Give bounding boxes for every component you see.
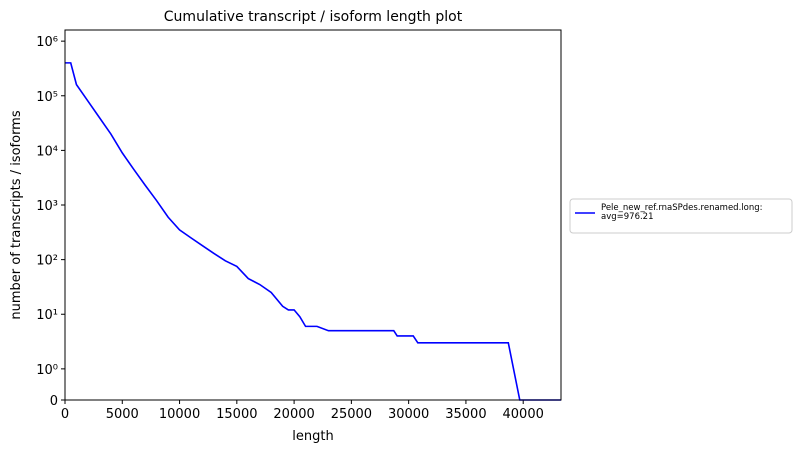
y-tick-label: 10² [36, 254, 58, 269]
x-axis-label: length [292, 429, 333, 444]
x-tick-label: 20000 [273, 407, 314, 422]
y-tick-label: 10⁶ [36, 35, 58, 50]
x-tick-label: 5000 [106, 407, 139, 422]
x-tick-label: 40000 [503, 407, 544, 422]
x-tick-label: 10000 [159, 407, 200, 422]
legend-label: Pele_new_ref.rnaSPdes.renamed.long: avg=… [601, 203, 763, 222]
x-tick-label: 30000 [388, 407, 429, 422]
data-line [65, 62, 561, 401]
y-tick-label: 10⁴ [36, 144, 58, 159]
y-tick-label: 0 [50, 394, 58, 409]
y-axis-label: number of transcripts / isoforms [9, 110, 24, 319]
chart-title: Cumulative transcript / isoform length p… [164, 9, 463, 25]
y-tick-label: 10⁰ [36, 363, 58, 378]
x-tick-label: 0 [61, 407, 69, 422]
x-tick-label: 25000 [331, 407, 372, 422]
y-tick-label: 10⁵ [36, 90, 58, 105]
y-tick-label: 10³ [36, 199, 58, 214]
legend-box [569, 198, 793, 234]
x-tick-label: 15000 [216, 407, 257, 422]
x-tick-label: 35000 [445, 407, 486, 422]
plot-frame [64, 29, 562, 401]
y-tick-label: 10¹ [36, 308, 58, 323]
